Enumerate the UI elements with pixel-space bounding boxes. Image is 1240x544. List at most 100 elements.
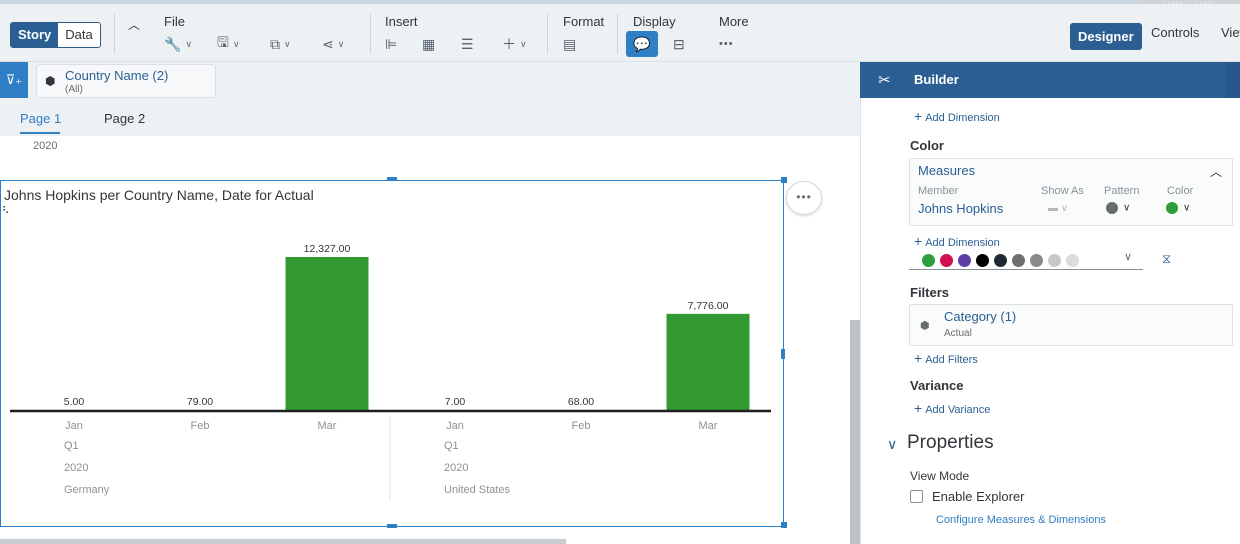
member-col: Member <box>918 185 959 197</box>
input-control-icon[interactable]: ☰ <box>461 35 474 52</box>
group-year-label: 2020 <box>444 462 468 474</box>
dimension-cube-icon: ⬢ <box>920 320 930 332</box>
add-variance-link[interactable]: + Add Variance <box>914 400 991 416</box>
data-tab[interactable]: Data <box>58 23 100 47</box>
country-filter-chip[interactable]: ⬢ Country Name (2) (All) <box>36 64 216 98</box>
palette-sync-icon[interactable]: ⧖ <box>1162 251 1172 266</box>
category-tick-label: Jan <box>446 420 464 432</box>
copy-icon[interactable]: ⧉ ∨ <box>270 35 291 52</box>
color-picker[interactable]: ∨ <box>1166 202 1190 214</box>
edit-tools-icon[interactable]: 🔧 ∨ <box>164 35 193 52</box>
palette-swatch <box>976 254 989 268</box>
divider <box>547 14 548 54</box>
color-palette[interactable] <box>909 250 1143 270</box>
add-dimension-link-2[interactable]: + Add Dimension <box>914 233 1000 249</box>
palette-swatch <box>1066 254 1079 268</box>
color-heading: Color <box>910 138 944 153</box>
category-tick-label: Mar <box>699 420 718 432</box>
category-tick-label: Jan <box>65 420 83 432</box>
drill-icon[interactable]: ⠣ <box>2 206 10 217</box>
page-tabs: Page 1 Page 2 <box>0 102 860 136</box>
table-icon[interactable]: ▦ <box>422 35 436 52</box>
pattern-picker[interactable]: ∨ <box>1106 202 1130 214</box>
horizontal-scrollbar[interactable] <box>0 539 566 544</box>
share-icon[interactable]: ⋖ ∨ <box>322 35 345 52</box>
collapse-chevron-icon[interactable]: ︿ <box>128 18 141 32</box>
resize-handle[interactable] <box>781 349 785 359</box>
filters-heading: Filters <box>910 285 950 300</box>
member-value[interactable]: Johns Hopkins <box>918 201 1004 216</box>
bar-value-label: 68.00 <box>568 396 594 408</box>
more-icon[interactable]: ••• <box>719 38 734 50</box>
group-quarter-label: Q1 <box>64 440 79 452</box>
chart-title: Johns Hopkins per Country Name, Date for… <box>4 187 314 203</box>
format-icon[interactable]: ▤ <box>563 35 577 52</box>
tab-page-2[interactable]: Page 2 <box>104 111 146 126</box>
show-as-col: Show As <box>1041 185 1084 197</box>
properties-heading[interactable]: Properties <box>907 432 994 453</box>
show-as-icon[interactable]: ▬ ∨ <box>1048 203 1069 214</box>
palette-swatch <box>1030 254 1043 268</box>
bar-chart: 5.00 Jan 79.00 Feb 12,327.00 Mar 7.00 Jan 68.00 F… <box>10 243 771 500</box>
palette-dropdown-icon[interactable]: ∨ <box>1124 251 1133 263</box>
builder-panel <box>860 62 1240 544</box>
collapse-chevron-icon[interactable]: ︿ <box>1209 165 1222 179</box>
divider <box>617 14 618 54</box>
year-label: 2020 <box>33 140 58 152</box>
story-tab[interactable]: Story <box>11 23 59 47</box>
palette-swatch <box>958 254 971 268</box>
add-dimension-label: Add Dimension <box>925 112 1000 124</box>
group-quarter-label: Q1 <box>444 440 459 452</box>
format-group-label: Format <box>563 14 605 29</box>
bar-value-label: 12,327.00 <box>304 243 351 255</box>
builder-header: ✂ Builder <box>860 62 1226 98</box>
group-year-label: 2020 <box>64 462 88 474</box>
resize-handle[interactable] <box>387 524 397 528</box>
bar-value-label: 7,776.00 <box>688 300 729 312</box>
bar-value-label: 79.00 <box>187 396 213 408</box>
divider <box>114 14 115 54</box>
designer-tab[interactable]: Designer <box>1070 23 1142 50</box>
configure-link[interactable]: Configure Measures & Dimensions <box>936 514 1106 526</box>
resize-handle[interactable] <box>781 522 787 528</box>
measures-label: Measures <box>918 163 976 178</box>
add-variance-label: Add Variance <box>925 404 991 416</box>
toolbar: Story Data ︿ File 🔧 ∨ 🖫 ∨ ⧉ ∨ ⋖ ∨ Insert ⊫ ▦… <box>0 4 1240 62</box>
palette-swatch <box>1048 254 1061 268</box>
resize-handle[interactable] <box>781 177 787 183</box>
vertical-scrollbar[interactable] <box>850 320 860 544</box>
resize-handle[interactable] <box>387 177 397 181</box>
divider <box>370 14 371 54</box>
filter-box[interactable]: ⬢ Category (1) Actual <box>909 304 1233 346</box>
tab-page-1[interactable]: Page 1 <box>20 111 62 126</box>
more-group-label: More <box>719 14 749 29</box>
color-col: Color <box>1167 185 1194 197</box>
controls-tab[interactable]: Controls <box>1151 25 1200 40</box>
add-filters-link[interactable]: + Add Filters <box>914 350 978 366</box>
insert-group-label: Insert <box>385 14 418 29</box>
chart-bar[interactable] <box>285 257 369 411</box>
display-group-label: Display <box>633 14 676 29</box>
layout-icon[interactable]: ⊟ <box>673 35 685 52</box>
file-group-label: File <box>164 14 185 29</box>
enable-explorer-checkbox[interactable] <box>910 490 923 503</box>
save-icon[interactable]: 🖫 ∨ <box>217 34 240 50</box>
view-tab[interactable]: View <box>1221 25 1240 40</box>
variance-heading: Variance <box>910 378 964 393</box>
add-filter-icon[interactable]: ⊽₊ <box>0 62 28 98</box>
chart-icon[interactable]: ⊫ <box>385 35 398 52</box>
active-tab-indicator <box>20 132 60 134</box>
tools-icon: ✂ <box>878 72 891 89</box>
add-icon[interactable]: ＋ ∨ <box>502 36 527 52</box>
category-tick-label: Feb <box>572 420 591 432</box>
chart-bar[interactable] <box>666 313 750 411</box>
chevron-down-icon[interactable]: ∨ <box>887 436 898 452</box>
add-dimension-link[interactable]: + Add Dimension <box>914 108 1000 124</box>
builder-title: Builder <box>914 72 959 87</box>
chart-more-icon[interactable]: ••• <box>786 181 822 215</box>
filter-title: Country Name (2) <box>65 68 169 83</box>
measures-box: Measures ︿ Member Show As Pattern Color … <box>909 158 1233 226</box>
header-edge <box>1226 62 1240 98</box>
comment-icon[interactable]: 💬 <box>626 31 658 57</box>
group-country-label: United States <box>444 484 511 496</box>
